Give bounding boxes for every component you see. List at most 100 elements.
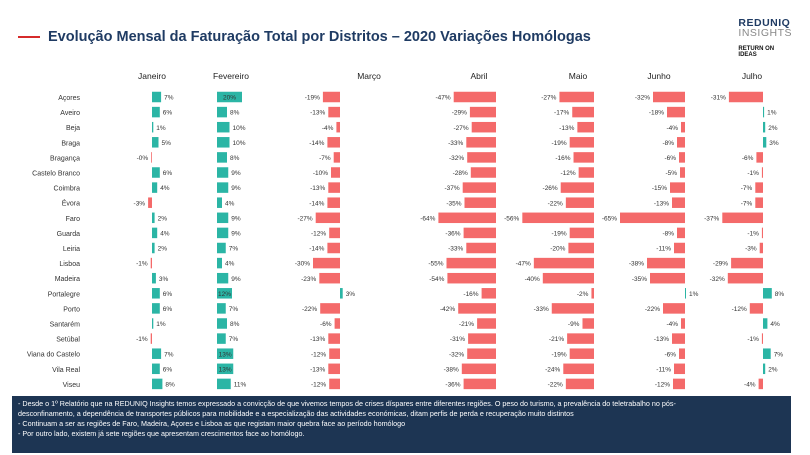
bar: [152, 212, 155, 224]
district-label: Leiria: [63, 246, 80, 253]
logo-tagline: RETURN ON IDEAS: [738, 46, 775, 58]
data-label: -33%: [448, 140, 463, 147]
bar: [567, 333, 594, 344]
bar: [755, 182, 763, 193]
bar: [217, 303, 226, 314]
data-label: -22%: [548, 200, 563, 207]
bar: [563, 363, 594, 375]
bar: [559, 91, 594, 103]
data-label: -27%: [298, 215, 313, 222]
bar: [756, 152, 763, 163]
data-label: -11%: [656, 246, 671, 253]
bar: [763, 106, 765, 118]
bar: [468, 333, 496, 344]
data-label: -18%: [649, 110, 664, 117]
bar: [728, 91, 763, 103]
bar: [763, 348, 771, 359]
bar: [152, 121, 154, 133]
bar: [542, 272, 594, 284]
data-label: -3%: [745, 246, 757, 253]
data-label: -55%: [428, 261, 443, 268]
bar: [466, 137, 496, 148]
data-label: -7%: [741, 200, 753, 207]
district-label: Beja: [66, 125, 80, 132]
bar: [674, 242, 685, 254]
bar: [647, 257, 685, 269]
data-label: -12%: [732, 306, 747, 313]
data-label: -21%: [459, 321, 474, 328]
bar: [560, 182, 594, 193]
bar: [565, 197, 594, 208]
bar: [677, 137, 685, 148]
bar: [477, 318, 496, 329]
bar: [650, 272, 685, 284]
footer-line: - Por outro lado, existem já sete regiõe…: [18, 429, 305, 438]
bar: [466, 242, 496, 254]
bar: [327, 137, 340, 148]
data-label: 3%: [159, 276, 169, 283]
bar: [681, 121, 685, 133]
bar: [152, 348, 162, 359]
data-label: 4%: [160, 231, 170, 238]
data-label: -13%: [310, 185, 325, 192]
bar: [471, 121, 496, 133]
bar: [319, 272, 340, 284]
data-label: -8%: [662, 231, 674, 238]
data-label: -29%: [452, 110, 467, 117]
district-label: Açores: [58, 95, 80, 102]
data-label: -1%: [747, 170, 759, 177]
bar: [727, 272, 763, 284]
data-label: 6%: [163, 366, 173, 373]
bar: [150, 257, 152, 269]
data-label: 8%: [230, 155, 240, 162]
bar: [333, 152, 340, 163]
data-label: 1%: [156, 125, 166, 132]
data-label: 9%: [231, 215, 241, 222]
bar: [551, 303, 594, 314]
bar: [152, 106, 160, 118]
bar: [217, 272, 229, 284]
bar: [217, 348, 234, 359]
data-label: -4%: [322, 125, 334, 132]
district-label: Guarda: [57, 231, 80, 238]
logo-line-1: REDUNIQ: [738, 17, 791, 29]
data-label: 4%: [770, 321, 780, 328]
bar: [328, 106, 340, 118]
bar: [679, 348, 685, 359]
bar: [759, 242, 763, 254]
data-label: 9%: [231, 185, 241, 192]
data-label: 8%: [775, 291, 785, 298]
bar: [217, 152, 227, 163]
bar: [152, 137, 159, 148]
bar: [572, 106, 594, 118]
data-label: -32%: [710, 276, 725, 283]
bar: [481, 288, 496, 299]
bar: [320, 303, 340, 314]
bar: [672, 197, 685, 208]
bar: [217, 288, 232, 299]
bar: [463, 378, 496, 390]
data-label: 1%: [156, 321, 166, 328]
data-label: -14%: [309, 246, 324, 253]
data-label: 10%: [233, 140, 246, 147]
district-label: Aveiro: [60, 110, 80, 117]
bar: [447, 272, 496, 284]
data-label: -6%: [320, 321, 332, 328]
district-label: Coimbra: [54, 186, 81, 193]
data-label: 9%: [231, 231, 241, 238]
data-label: 6%: [163, 110, 173, 117]
bar: [336, 121, 340, 133]
data-label: -47%: [516, 261, 531, 268]
data-label: -12%: [311, 351, 326, 358]
bar: [569, 227, 594, 239]
district-label: Braga: [61, 140, 80, 147]
data-label: -56%: [504, 215, 519, 222]
district-label: Portalegre: [48, 291, 80, 298]
data-label: -13%: [559, 125, 574, 132]
data-label: -12%: [560, 170, 575, 177]
data-label: -2%: [577, 291, 589, 298]
bar: [152, 272, 156, 284]
month-header: Abril: [470, 71, 487, 81]
data-label: -36%: [445, 231, 460, 238]
bar: [331, 167, 340, 178]
